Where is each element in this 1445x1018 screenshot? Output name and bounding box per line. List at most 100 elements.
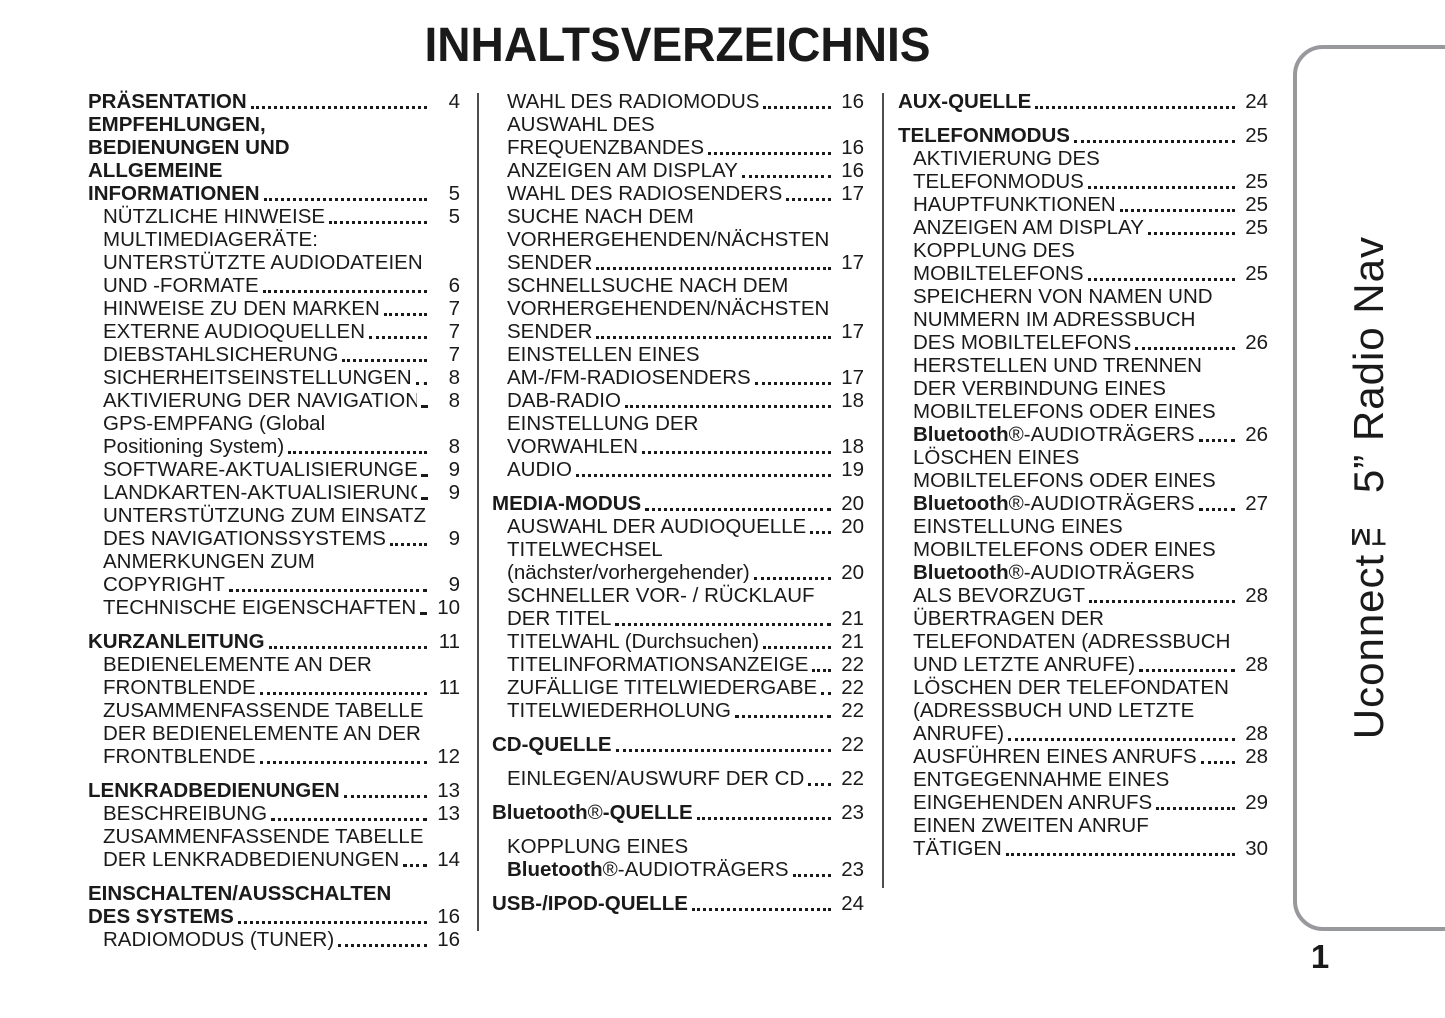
toc-entry: ÜBERTRAGEN DER TELEFONDATEN (ADRESSBUCH UN… [898, 607, 1268, 676]
dotted-leader [1008, 738, 1235, 741]
toc-entry-label: MOBILTELEFONS ODER EINES [913, 400, 1216, 423]
toc-entry-label: EINSTELLEN EINES [507, 343, 700, 366]
toc-entry-label: EINSTELLUNG DER [507, 412, 699, 435]
toc-entry-page-number: 28 [1245, 584, 1268, 607]
toc-entry-label: GPS-EMPFANG (Global [103, 412, 326, 435]
toc-entry-page-number: 14 [437, 848, 460, 871]
toc-entry: EINSCHALTEN/AUSSCHALTEN DES SYSTEMS 16 [88, 882, 460, 928]
toc-entry-line: Bluetooth®-AUDIOTRÄGERS 23 [507, 858, 864, 881]
toc-entry-line: Bluetooth®-QUELLE 23 [492, 801, 864, 824]
toc-entry: EXTERNE AUDIOQUELLEN 7 [88, 320, 460, 343]
toc-entry-label: MOBILTELEFONS ODER EINES [913, 538, 1216, 561]
toc-entry-label: WAHL DES RADIOMODUS [507, 90, 760, 113]
toc-entry-page-number: 17 [841, 366, 864, 389]
dotted-leader [389, 543, 427, 546]
dotted-leader [1119, 209, 1235, 212]
toc-entry-label: Bluetooth®-AUDIOTRÄGERS [507, 858, 789, 881]
dotted-leader [615, 749, 831, 752]
dotted-leader [1087, 186, 1235, 189]
toc-entry: TECHNISCHE EIGENSCHAFTEN 10 [88, 596, 460, 619]
toc-entry-label: DES MOBILTELEFONS [913, 331, 1132, 354]
toc-entry: WAHL DES RADIOSENDERS 17 [492, 182, 864, 205]
toc-entry-line: INFORMATIONEN 5 [88, 182, 460, 205]
toc-entry-line: SOFTWARE-AKTUALISIERUNGEN 9 [103, 458, 460, 481]
toc-entry-label: EINGEHENDEN ANRUFS [913, 791, 1153, 814]
toc-entry-label: UND LETZTE ANRUFE) [913, 653, 1136, 676]
toc-entry-label: SUCHE NACH DEM [507, 205, 694, 228]
toc-entry-label: VORHERGEHENDEN/NÄCHSTEN [507, 297, 830, 320]
toc-entry-line: TECHNISCHE EIGENSCHAFTEN 10 [103, 596, 460, 619]
toc-entry-page-number: 9 [448, 481, 460, 504]
toc-entry-line: BEDIENUNGEN UND [88, 136, 460, 159]
toc-entry-label: EINEN ZWEITEN ANRUF [913, 814, 1149, 837]
toc-entry-label: SENDER [507, 251, 593, 274]
toc-entry: KURZANLEITUNG 11 [88, 630, 460, 653]
toc-entry-page-number: 25 [1245, 216, 1268, 239]
toc-entry-page-number: 20 [841, 561, 864, 584]
dotted-leader [259, 761, 427, 764]
toc-entry-label: FREQUENZBANDES [507, 136, 705, 159]
toc-entry: DAB-RADIO 18 [492, 389, 864, 412]
toc-entry-line: ZUSAMMENFASSENDE TABELLE [103, 699, 460, 722]
toc-entry-page-number: 16 [841, 159, 864, 182]
dotted-leader [421, 405, 427, 408]
toc-entry: SOFTWARE-AKTUALISIERUNGEN 9 [88, 458, 460, 481]
toc-entry-label: BEDIENUNGEN UND [88, 136, 290, 159]
toc-entry-label: TÄTIGEN [913, 837, 1002, 860]
dotted-leader [812, 669, 831, 672]
toc-entry-label: ÜBERTRAGEN DER [913, 607, 1104, 630]
sidebar-tab-panel [1293, 45, 1445, 931]
toc-entry-label: DAB-RADIO [507, 389, 621, 412]
dotted-leader [691, 908, 831, 911]
toc-entry-page-number: 9 [448, 573, 460, 596]
toc-entry-line: FRONTBLENDE 11 [103, 676, 460, 699]
dotted-leader [237, 921, 427, 924]
toc-entry-line: DIEBSTAHLSICHERUNG 7 [103, 343, 460, 366]
toc-entry-line: DER VERBINDUNG EINES [913, 377, 1268, 400]
toc-entry: HERSTELLEN UND TRENNEN DER VERBINDUNG EIN… [898, 354, 1268, 446]
dotted-leader [596, 267, 831, 270]
page-number: 1 [1310, 938, 1330, 975]
toc-entry-page-number: 25 [1245, 262, 1268, 285]
dotted-leader [259, 692, 427, 695]
toc-entry-label: Bluetooth®-AUDIOTRÄGERS [913, 561, 1195, 584]
toc-entry-label: LÖSCHEN EINES [913, 446, 1080, 469]
toc-entry-label: USB-/IPOD-QUELLE [492, 892, 688, 915]
toc-entry-line: TITELWAHL (Durchsuchen) 21 [507, 630, 864, 653]
toc-entry-page-number: 12 [437, 745, 460, 768]
toc-entry-line: AUX-QUELLE 24 [898, 90, 1268, 113]
toc-entry-label: LENKRADBEDIENUNGEN [88, 779, 340, 802]
toc-entry-line: TELEFONMODUS 25 [898, 124, 1268, 147]
toc-entry: BESCHREIBUNG 13 [88, 802, 460, 825]
dotted-leader [1198, 508, 1235, 511]
toc-entry-label: ALS BEVORZUGT [913, 584, 1086, 607]
sidebar-label-wrap: Uconnect™ 5” Radio Nav [1293, 45, 1445, 931]
toc-entry-label: EINLEGEN/AUSWURF DER CD [507, 767, 805, 790]
toc-entry: ANZEIGEN AM DISPLAY 16 [492, 159, 864, 182]
toc-entry: WAHL DES RADIOMODUS 16 [492, 90, 864, 113]
toc-entry: ENTGEGENNAHME EINES EINGEHENDEN ANRUFS 29 [898, 768, 1268, 814]
dotted-leader [575, 474, 831, 477]
toc-entry: MEDIA-MODUS 20 [492, 492, 864, 515]
toc-entry-line: MOBILTELEFONS ODER EINES [913, 400, 1268, 423]
toc-entry: EINEN ZWEITEN ANRUF TÄTIGEN 30 [898, 814, 1268, 860]
dotted-leader [624, 405, 831, 408]
toc-entry-page-number: 26 [1245, 423, 1268, 446]
dotted-leader [792, 874, 831, 877]
dotted-leader [596, 336, 831, 339]
toc-entry: TITELWIEDERHOLUNG 22 [492, 699, 864, 722]
toc-entry-page-number: 28 [1245, 653, 1268, 676]
toc-entry-page-number: 8 [448, 366, 460, 389]
toc-entry-line: (ADRESSBUCH UND LETZTE [913, 699, 1268, 722]
toc-entry-label: ALLGEMEINE [88, 159, 223, 182]
toc-entry-label: AUSFÜHREN EINES ANRUFS [913, 745, 1197, 768]
toc-entry-page-number: 17 [841, 320, 864, 343]
dotted-leader [1089, 600, 1235, 603]
dotted-leader [754, 382, 831, 385]
toc-entry: TITELWECHSEL (nächster/vorhergehender) 20 [492, 538, 864, 584]
toc-entry-line: TITELWIEDERHOLUNG 22 [507, 699, 864, 722]
toc-entry-line: ANMERKUNGEN ZUM [103, 550, 460, 573]
toc-entry-page-number: 8 [448, 435, 460, 458]
toc-entry-label: TECHNISCHE EIGENSCHAFTEN [103, 596, 417, 619]
toc-entry: AUSWAHL DER AUDIOQUELLE 20 [492, 515, 864, 538]
